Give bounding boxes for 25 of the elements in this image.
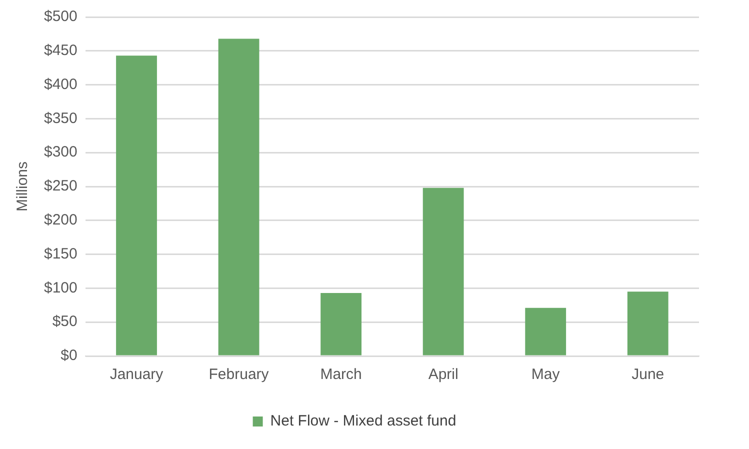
bar: [116, 56, 157, 356]
y-tick-label: $350: [44, 110, 78, 127]
x-tick-label: May: [531, 366, 560, 384]
y-tick-label: $200: [44, 212, 78, 229]
x-tick-label: January: [110, 366, 164, 384]
x-tick-label: March: [320, 366, 362, 384]
y-tick-label: $400: [44, 76, 78, 93]
y-tick-label: $500: [44, 8, 78, 26]
bar: [320, 292, 362, 356]
y-tick-label: $300: [44, 144, 78, 161]
y-tick-label: $50: [52, 313, 78, 330]
bar: [627, 292, 668, 356]
x-tick-label: February: [208, 366, 270, 384]
y-tick-label: $0: [60, 347, 78, 364]
y-tick-label: $450: [44, 42, 78, 60]
x-tick-label: June: [632, 366, 664, 384]
legend-label: Net Flow - Mixed asset fund: [270, 412, 456, 430]
y-tick-label: $100: [44, 279, 78, 296]
bar: [525, 308, 566, 356]
y-tick-label: $150: [44, 245, 78, 262]
y-tick-label: $250: [44, 178, 78, 195]
bar: [422, 188, 464, 356]
y-axis-title: Millions: [14, 161, 32, 212]
x-tick-label: April: [428, 366, 458, 384]
bar: [218, 38, 260, 356]
